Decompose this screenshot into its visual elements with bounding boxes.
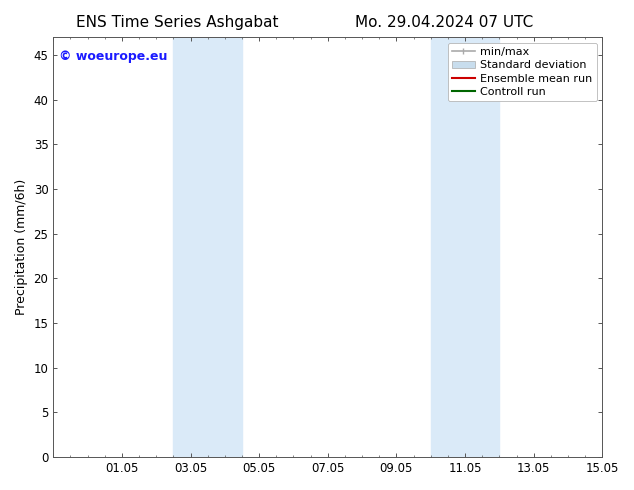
Y-axis label: Precipitation (mm/6h): Precipitation (mm/6h) xyxy=(15,179,28,315)
Text: ENS Time Series Ashgabat: ENS Time Series Ashgabat xyxy=(76,15,279,30)
Text: © woeurope.eu: © woeurope.eu xyxy=(59,49,167,63)
Legend: min/max, Standard deviation, Ensemble mean run, Controll run: min/max, Standard deviation, Ensemble me… xyxy=(448,43,597,101)
Bar xyxy=(430,37,500,457)
Text: Mo. 29.04.2024 07 UTC: Mo. 29.04.2024 07 UTC xyxy=(354,15,533,30)
Bar xyxy=(173,37,242,457)
